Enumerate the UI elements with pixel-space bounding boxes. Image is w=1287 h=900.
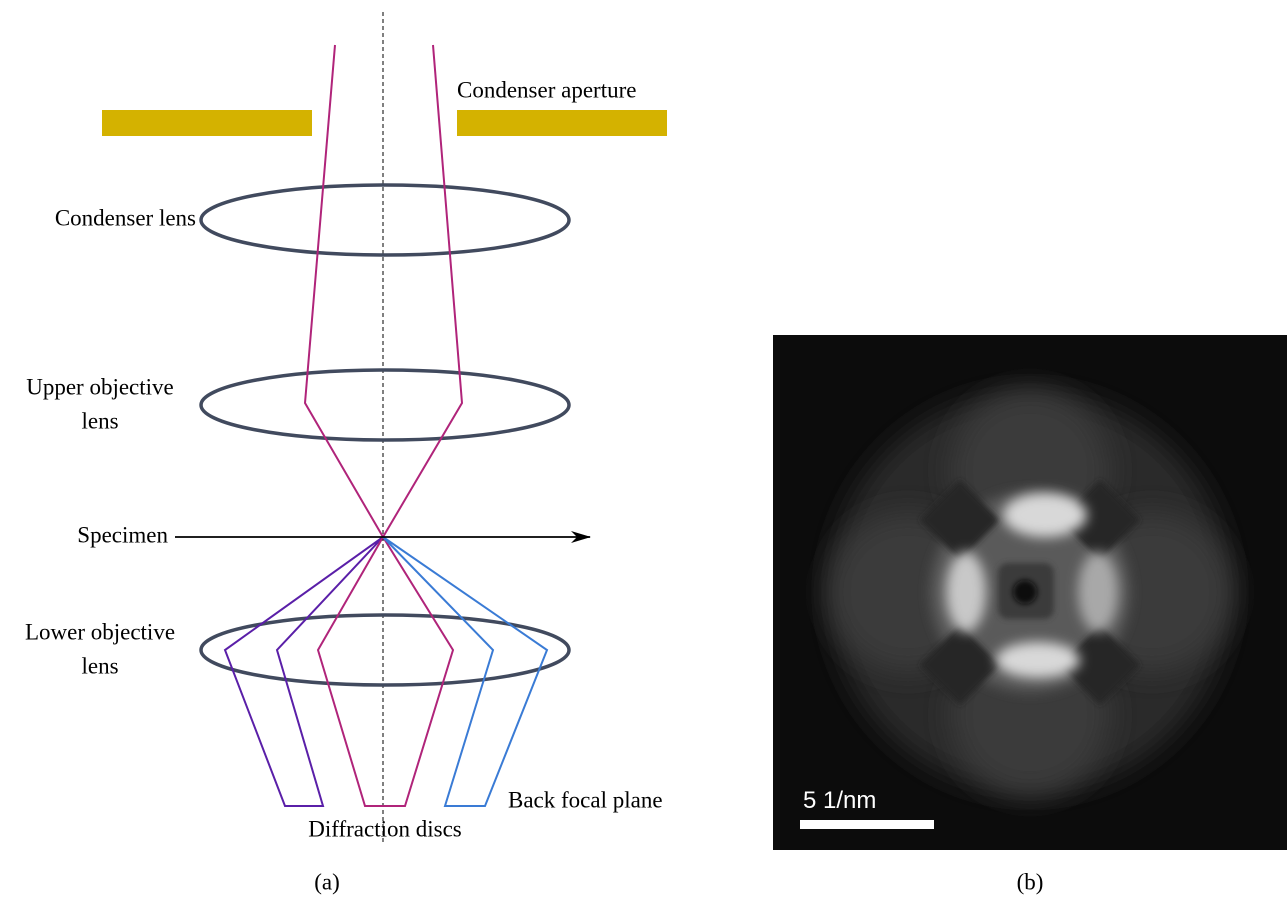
label: Upper objective (26, 374, 174, 399)
label: Condenser aperture (457, 77, 636, 102)
transmitted-beam (318, 537, 453, 806)
panel-b: 5 1/nm (b) (773, 335, 1287, 894)
scale-bar-label: 5 1/nm (803, 787, 876, 814)
label: lens (81, 408, 118, 433)
label: Back focal plane (508, 787, 663, 812)
label: Specimen (77, 522, 168, 547)
label: lens (81, 653, 118, 678)
aperture-right (457, 110, 667, 136)
label: Condenser lens (55, 205, 196, 230)
condenser-lens (201, 185, 569, 255)
aperture-left (102, 110, 312, 136)
lower-objective-lens (201, 615, 569, 685)
scale-bar (800, 820, 934, 829)
caption: (b) (1017, 869, 1044, 894)
label: Diffraction discs (308, 816, 462, 841)
caption: (a) (314, 869, 340, 894)
upper-objective-lens (201, 370, 569, 440)
panel-a: Condenser aperture Condenser lens Upper … (25, 12, 667, 894)
label: Lower objective (25, 619, 175, 644)
figure: Condenser aperture Condenser lens Upper … (0, 0, 1287, 900)
